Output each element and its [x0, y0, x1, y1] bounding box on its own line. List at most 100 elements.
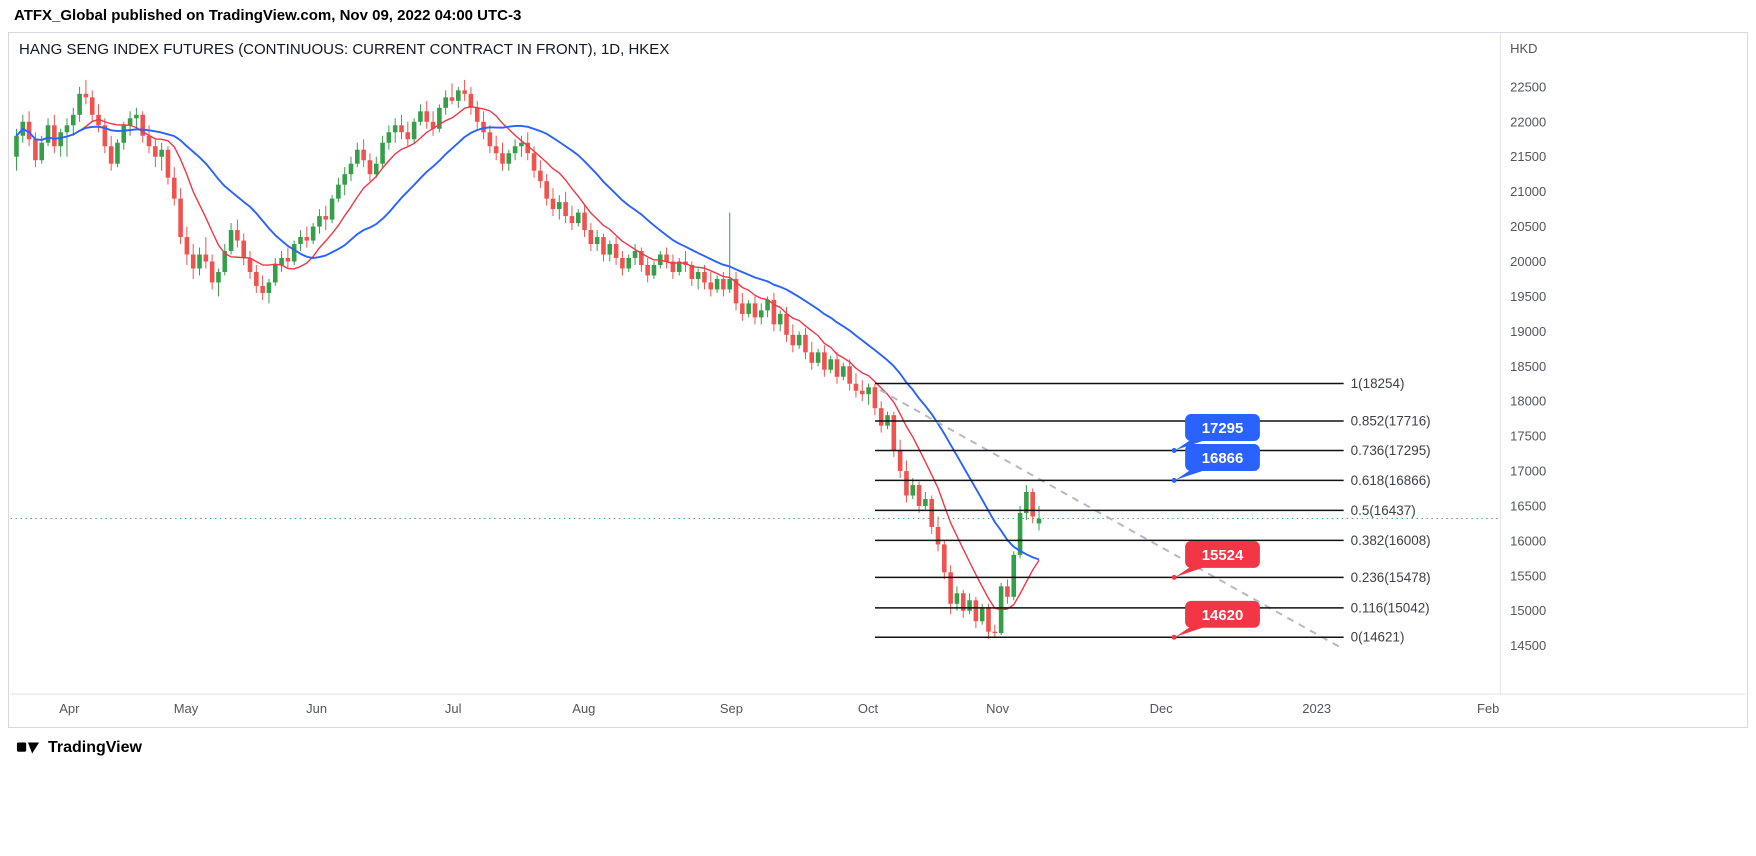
candle-body — [380, 142, 385, 164]
candle-body — [620, 258, 625, 269]
time-tick-label: Jul — [445, 701, 462, 716]
candle-body — [916, 485, 922, 506]
candle-body — [39, 142, 45, 161]
callout-box — [1185, 540, 1260, 568]
candle-body — [689, 264, 695, 279]
candle-body — [89, 97, 95, 115]
candle-body — [247, 258, 253, 272]
candle-body — [765, 299, 770, 311]
price-tick-label: 15000 — [1510, 603, 1546, 618]
candle-body — [272, 264, 278, 283]
price-axis[interactable]: HKD 22500 22000 21500 21000 20500 20000 19500 19… — [1510, 41, 1546, 653]
candle-body — [822, 352, 827, 370]
candle-body — [127, 118, 133, 126]
candle-body — [645, 264, 650, 276]
candle-body — [443, 97, 448, 108]
candle-body — [847, 366, 852, 384]
price-tick-label: 21500 — [1510, 149, 1546, 164]
candle-body — [695, 271, 701, 279]
candle-body — [83, 93, 89, 98]
price-callout[interactable]: 14620 — [1171, 600, 1260, 640]
candle-body — [714, 278, 720, 290]
price-callout[interactable]: 15524 — [1171, 540, 1260, 580]
candle-body — [115, 142, 120, 164]
candle-body — [64, 125, 70, 133]
candle-body — [790, 334, 796, 346]
price-callouts: 17295 16866 15524 14620 — [1171, 414, 1260, 640]
candle-body — [626, 258, 632, 269]
candle-body — [348, 163, 354, 175]
candle-body — [171, 177, 177, 199]
candle-body — [841, 366, 846, 377]
candle-body — [159, 149, 164, 157]
chart-canvas[interactable]: HKD 22500 22000 21500 21000 20500 20000 19500 19… — [9, 33, 1747, 727]
candle-body — [632, 251, 638, 259]
time-tick-label: Sep — [720, 701, 743, 716]
candle-body — [323, 216, 329, 220]
price-tick-label: 21000 — [1510, 184, 1546, 199]
candle-body — [929, 499, 934, 527]
candle-body — [525, 142, 531, 154]
price-tick-label: 22500 — [1510, 79, 1546, 94]
candle-body — [960, 593, 966, 611]
candle-body — [708, 282, 714, 290]
currency-label: HKD — [1510, 41, 1537, 56]
candle-body — [506, 153, 512, 164]
candle-body — [531, 153, 537, 171]
candle-body — [651, 264, 657, 276]
candle-body — [897, 450, 903, 472]
candle-body — [727, 278, 733, 290]
candle-body — [304, 237, 310, 241]
time-tick-label: Dec — [1150, 701, 1174, 716]
candle-body — [424, 111, 430, 122]
candle-body — [487, 132, 493, 147]
candles-series — [14, 79, 1042, 639]
candle-body — [1024, 492, 1029, 513]
fib-level-label: 0(14621) — [1351, 630, 1405, 645]
candle-body — [853, 383, 859, 391]
callout-tail — [1175, 566, 1208, 577]
time-tick-label: Aug — [572, 701, 595, 716]
candle-body — [859, 390, 865, 395]
ma-slow-line — [15, 124, 1040, 561]
candle-body — [329, 198, 335, 220]
candle-body — [146, 135, 152, 147]
candle-body — [456, 90, 461, 101]
candle-body — [140, 114, 146, 136]
candle-body — [411, 121, 417, 140]
candle-body — [809, 352, 815, 363]
chart-panel[interactable]: HANG SENG INDEX FUTURES (CONTINUOUS: CUR… — [8, 32, 1748, 728]
candle-body — [1030, 492, 1035, 517]
time-axis[interactable]: Apr May Jun Jul Aug Sep Oct Nov Dec 2023 Feb — [59, 701, 1499, 716]
candle-body — [386, 132, 392, 143]
tradingview-attribution[interactable]: TradingView — [8, 736, 142, 760]
callout-anchor-dot — [1171, 634, 1177, 640]
candle-body — [405, 132, 411, 140]
fib-level-label: 0.852(17716) — [1351, 414, 1431, 429]
candle-body — [1017, 512, 1023, 555]
downtrend-line[interactable] — [879, 389, 1345, 651]
fib-retracement[interactable]: 1(18254) 0.852(17716) 0.736(17295) 0.618(16… — [875, 376, 1431, 645]
candle-body — [298, 237, 303, 245]
candle-body — [153, 146, 158, 157]
tradingview-brand-text: TradingView — [48, 739, 142, 756]
candle-body — [563, 202, 568, 217]
candle-body — [973, 600, 979, 622]
chart-title: HANG SENG INDEX FUTURES (CONTINUOUS: CUR… — [19, 41, 670, 58]
candle-body — [721, 278, 726, 290]
time-tick-label: Apr — [59, 701, 80, 716]
candle-body — [992, 631, 998, 634]
candle-body — [203, 254, 209, 262]
candle-body — [752, 303, 758, 318]
candle-body — [310, 226, 316, 241]
fib-level-label: 1(18254) — [1351, 376, 1405, 391]
candle-body — [878, 408, 884, 426]
candle-body — [948, 572, 953, 604]
candle-body — [317, 216, 322, 227]
candle-body — [544, 181, 549, 199]
fib-level-label: 0.116(15042) — [1351, 600, 1430, 615]
price-tick-label: 20500 — [1510, 219, 1546, 234]
candle-body — [216, 271, 221, 283]
price-callout[interactable]: 16866 — [1171, 444, 1260, 483]
candle-body — [866, 387, 871, 395]
